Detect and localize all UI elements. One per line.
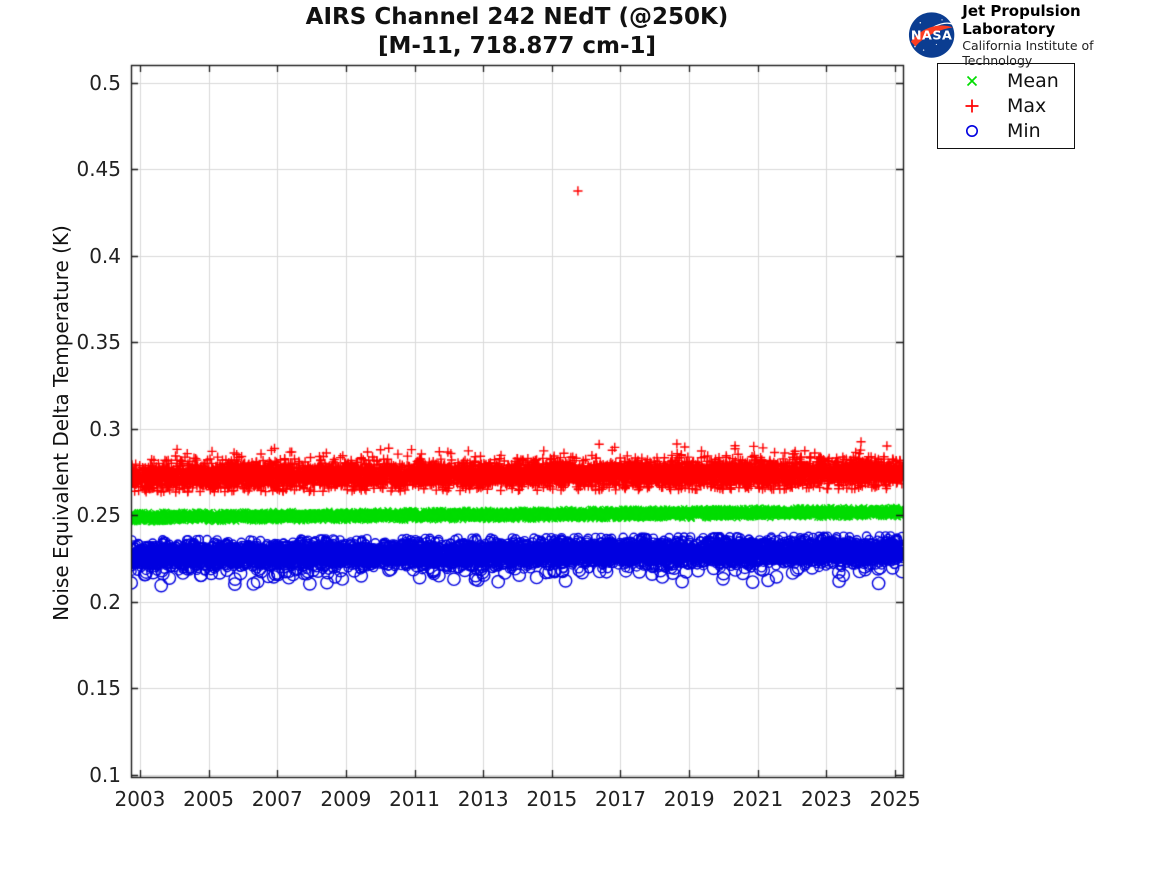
x-tick-label: 2015 [526, 787, 578, 811]
x-tick-label: 2021 [732, 787, 784, 811]
jpl-text-block: Jet Propulsion Laboratory California Ins… [962, 2, 1167, 68]
x-tick-label: 2003 [114, 787, 166, 811]
x-tick-label: 2011 [389, 787, 440, 811]
nasa-logo-icon: NASA [908, 12, 955, 58]
y-tick-label: 0.15 [76, 676, 121, 701]
mean-x-marker-icon [966, 76, 978, 87]
legend-label-mean: Mean [1007, 70, 1059, 93]
chart-title-block: AIRS Channel 242 NEdT (@250K) [M-11, 718… [131, 3, 903, 61]
x-tick-label: 2009 [320, 787, 372, 811]
y-tick-label: 0.45 [76, 157, 121, 182]
x-tick-label: 2007 [251, 787, 303, 811]
y-tick-label: 0.2 [89, 589, 121, 614]
legend-item-max: Max [938, 94, 1074, 119]
y-tick-label: 0.35 [76, 330, 121, 355]
x-tick-label: 2025 [869, 787, 921, 811]
x-tick-label: 2023 [800, 787, 852, 811]
chart-subtitle: [M-11, 718.877 cm-1] [377, 33, 657, 59]
min-circle-marker-icon [966, 124, 978, 137]
jpl-subtitle: California Institute of Technology [962, 38, 1094, 68]
x-tick-label: 2013 [457, 787, 509, 811]
x-tick-label: 2019 [663, 787, 715, 811]
legend-label-max: Max [1007, 95, 1047, 117]
legend: Mean Max Min [937, 63, 1075, 149]
branding: NASA Jet Propulsion Laboratory Californi… [908, 2, 1167, 68]
y-tick-label: 0.5 [89, 70, 121, 95]
legend-item-min: Min [938, 118, 1074, 143]
y-tick-label: 0.1 [89, 762, 121, 787]
legend-label-min: Min [1007, 119, 1041, 142]
y-tick-label: 0.25 [76, 503, 121, 528]
max-plus-marker-icon [965, 99, 979, 113]
x-tick-label: 2017 [595, 787, 646, 811]
x-tick-label: 2005 [183, 787, 235, 811]
y-tick-label: 0.3 [89, 416, 121, 441]
chart-title: AIRS Channel 242 NEdT (@250K) [305, 4, 729, 30]
nasa-logo-text: NASA [911, 29, 952, 44]
y-tick-label: 0.4 [89, 243, 121, 268]
legend-item-mean: Mean [938, 69, 1074, 94]
jpl-name: Jet Propulsion Laboratory [962, 2, 1081, 38]
